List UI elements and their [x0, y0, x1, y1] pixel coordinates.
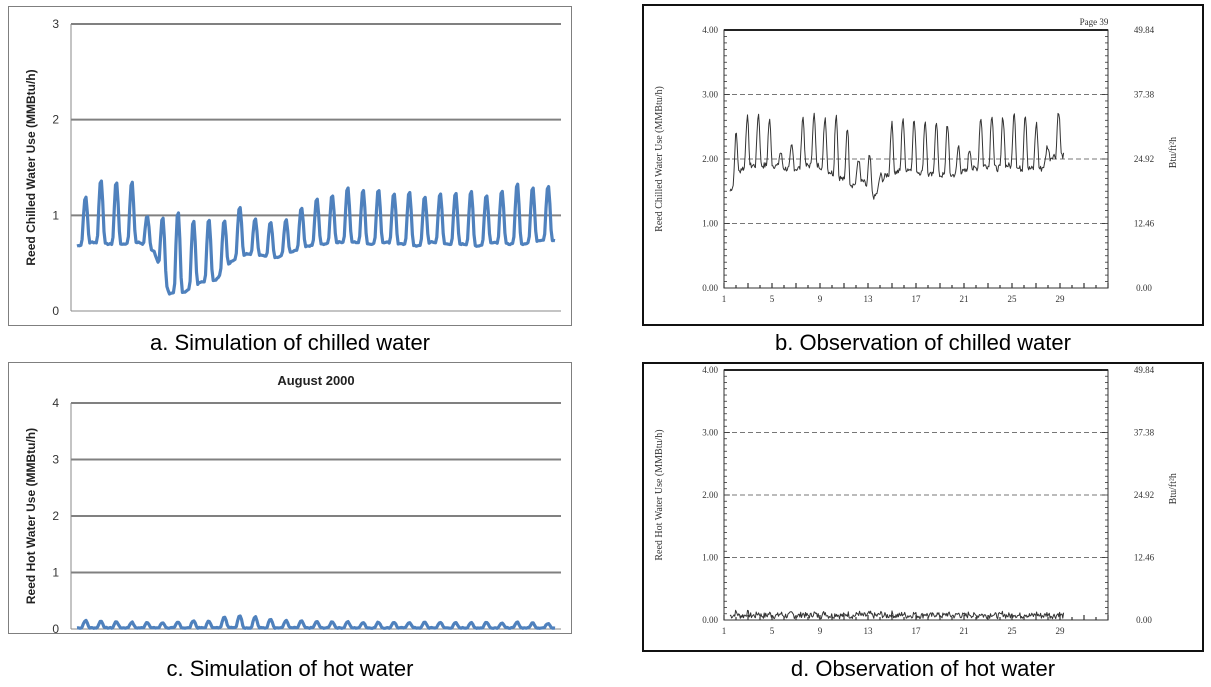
series-line — [729, 112, 1065, 200]
series-line — [729, 609, 1065, 620]
y-axis-label: Reed Hot Water Use (MMBtu/h) — [654, 429, 665, 560]
y-tick-label: 2 — [52, 509, 59, 523]
chart-b-observation-chilled-water: 0.00 0.00 1.00 12.46 2.00 24.92 3.00 37.38 4.00 4… — [642, 4, 1204, 326]
chart-title: August 2000 — [277, 373, 354, 388]
y-right-tick-label: 12.46 — [1134, 219, 1155, 229]
y-tick-label: 0.00 — [702, 615, 718, 625]
chart-c-simulation-hot-water: August 2000 0 1 2 3 4 Reed Hot Water Use (MMBt… — [8, 362, 572, 634]
x-tick-label: 5 — [770, 626, 775, 636]
y-right-tick-label: 24.92 — [1134, 154, 1154, 164]
y-right-tick-label: 0.00 — [1136, 615, 1152, 625]
x-tick-label: 25 — [1008, 294, 1018, 304]
x-tick-label: 1 — [722, 626, 727, 636]
y-axis-label: Reed Chilled Water Use (MMBtu/h) — [24, 69, 38, 265]
y-axis-label: Reed Hot Water Use (MMBtu/h) — [24, 428, 38, 604]
y-tick-label: 2 — [52, 113, 59, 127]
x-tick-label: 9 — [818, 294, 823, 304]
y-right-tick-label: 37.38 — [1134, 428, 1155, 438]
y-tick-label: 3 — [52, 17, 59, 31]
x-tick-label: 25 — [1008, 626, 1018, 636]
y-tick-label: 0.00 — [702, 283, 718, 293]
y-tick-label: 0 — [52, 304, 59, 318]
y-axis-label: Reed Chilled Water Use (MMBtu/h) — [654, 86, 665, 232]
x-tick-label: 17 — [912, 626, 922, 636]
y-tick-label: 4.00 — [702, 25, 718, 35]
caption-b: b. Observation of chilled water — [775, 330, 1071, 355]
x-tick-label: 17 — [912, 294, 922, 304]
y-tick-label: 3.00 — [702, 90, 718, 100]
series-line — [76, 614, 556, 630]
x-tick-label: 29 — [1056, 294, 1066, 304]
y-tick-label: 1 — [52, 208, 59, 222]
y-tick-label: 2.00 — [702, 154, 718, 164]
caption-d: d. Observation of hot water — [790, 656, 1056, 681]
y-tick-label: 1 — [52, 566, 59, 580]
chart-a-svg: 0 1 2 3 Reed Chilled Water Use (MMBtu/h) — [24, 17, 561, 318]
x-tick-label: 1 — [722, 294, 727, 304]
y-tick-label: 0 — [52, 622, 59, 634]
x-tick-label: 5 — [770, 294, 775, 304]
y-right-tick-label: 37.38 — [1134, 90, 1155, 100]
x-tick-label: 21 — [960, 294, 969, 304]
chart-d-observation-hot-water: 0.00 0.00 1.00 12.46 2.00 24.92 3.00 37.38 4.00 4… — [642, 362, 1204, 652]
y-tick-label: 3.00 — [702, 428, 718, 438]
caption-c: c. Simulation of hot water — [166, 656, 414, 681]
y-right-axis-label: Btu/ft²h — [1168, 473, 1179, 504]
caption-a: a. Simulation of chilled water — [149, 330, 431, 355]
y-right-axis-label: Btu/ft²h — [1168, 137, 1179, 168]
y-right-tick-label: 49.84 — [1134, 25, 1155, 35]
y-right-tick-label: 12.46 — [1134, 553, 1155, 563]
y-tick-label: 2.00 — [702, 490, 718, 500]
y-right-tick-label: 49.84 — [1134, 365, 1155, 375]
y-right-tick-label: 0.00 — [1136, 283, 1152, 293]
y-tick-label: 4 — [52, 396, 59, 410]
x-tick-label: 29 — [1056, 626, 1066, 636]
y-tick-label: 3 — [52, 453, 59, 467]
x-tick-label: 13 — [864, 626, 874, 636]
chart-a-simulation-chilled-water: 0 1 2 3 Reed Chilled Water Use (MMBtu/h) — [8, 6, 572, 326]
y-tick-label: 4.00 — [702, 365, 718, 375]
series-line — [76, 179, 556, 296]
x-tick-label: 13 — [864, 294, 874, 304]
y-tick-label: 1.00 — [702, 219, 718, 229]
y-tick-label: 1.00 — [702, 553, 718, 563]
chart-c-svg: August 2000 0 1 2 3 4 Reed Hot Water Use (MMBt… — [24, 373, 561, 634]
y-right-tick-label: 24.92 — [1134, 490, 1154, 500]
x-tick-label: 21 — [960, 626, 969, 636]
chart-b-svg: 0.00 0.00 1.00 12.46 2.00 24.92 3.00 37.38 4.00 4… — [654, 17, 1179, 304]
page-annotation: Page 39 — [1080, 17, 1109, 27]
chart-d-svg: 0.00 0.00 1.00 12.46 2.00 24.92 3.00 37.38 4.00 4… — [654, 365, 1179, 636]
x-tick-label: 9 — [818, 626, 823, 636]
